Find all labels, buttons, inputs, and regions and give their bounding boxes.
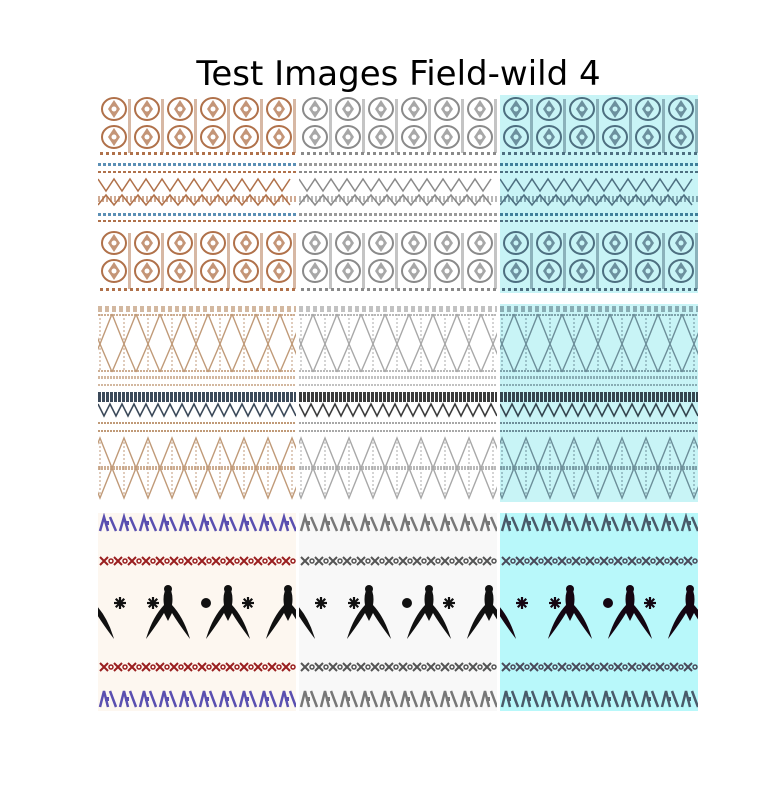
image-tile-original-row-2: [98, 304, 296, 502]
image-tile-cyan-tint-row-1: [500, 95, 698, 293]
image-tile-original-row-3: [98, 513, 296, 711]
image-tile-grayscale-row-1: [299, 95, 497, 293]
image-tile-grayscale-row-3: [299, 513, 497, 711]
image-tile-original-row-1: [98, 95, 296, 293]
image-grid: [98, 95, 699, 711]
image-tile-grayscale-row-2: [299, 304, 497, 502]
image-tile-cyan-tint-row-3: [500, 513, 698, 711]
image-tile-cyan-tint-row-2: [500, 304, 698, 502]
figure-title: Test Images Field-wild 4: [196, 54, 601, 94]
